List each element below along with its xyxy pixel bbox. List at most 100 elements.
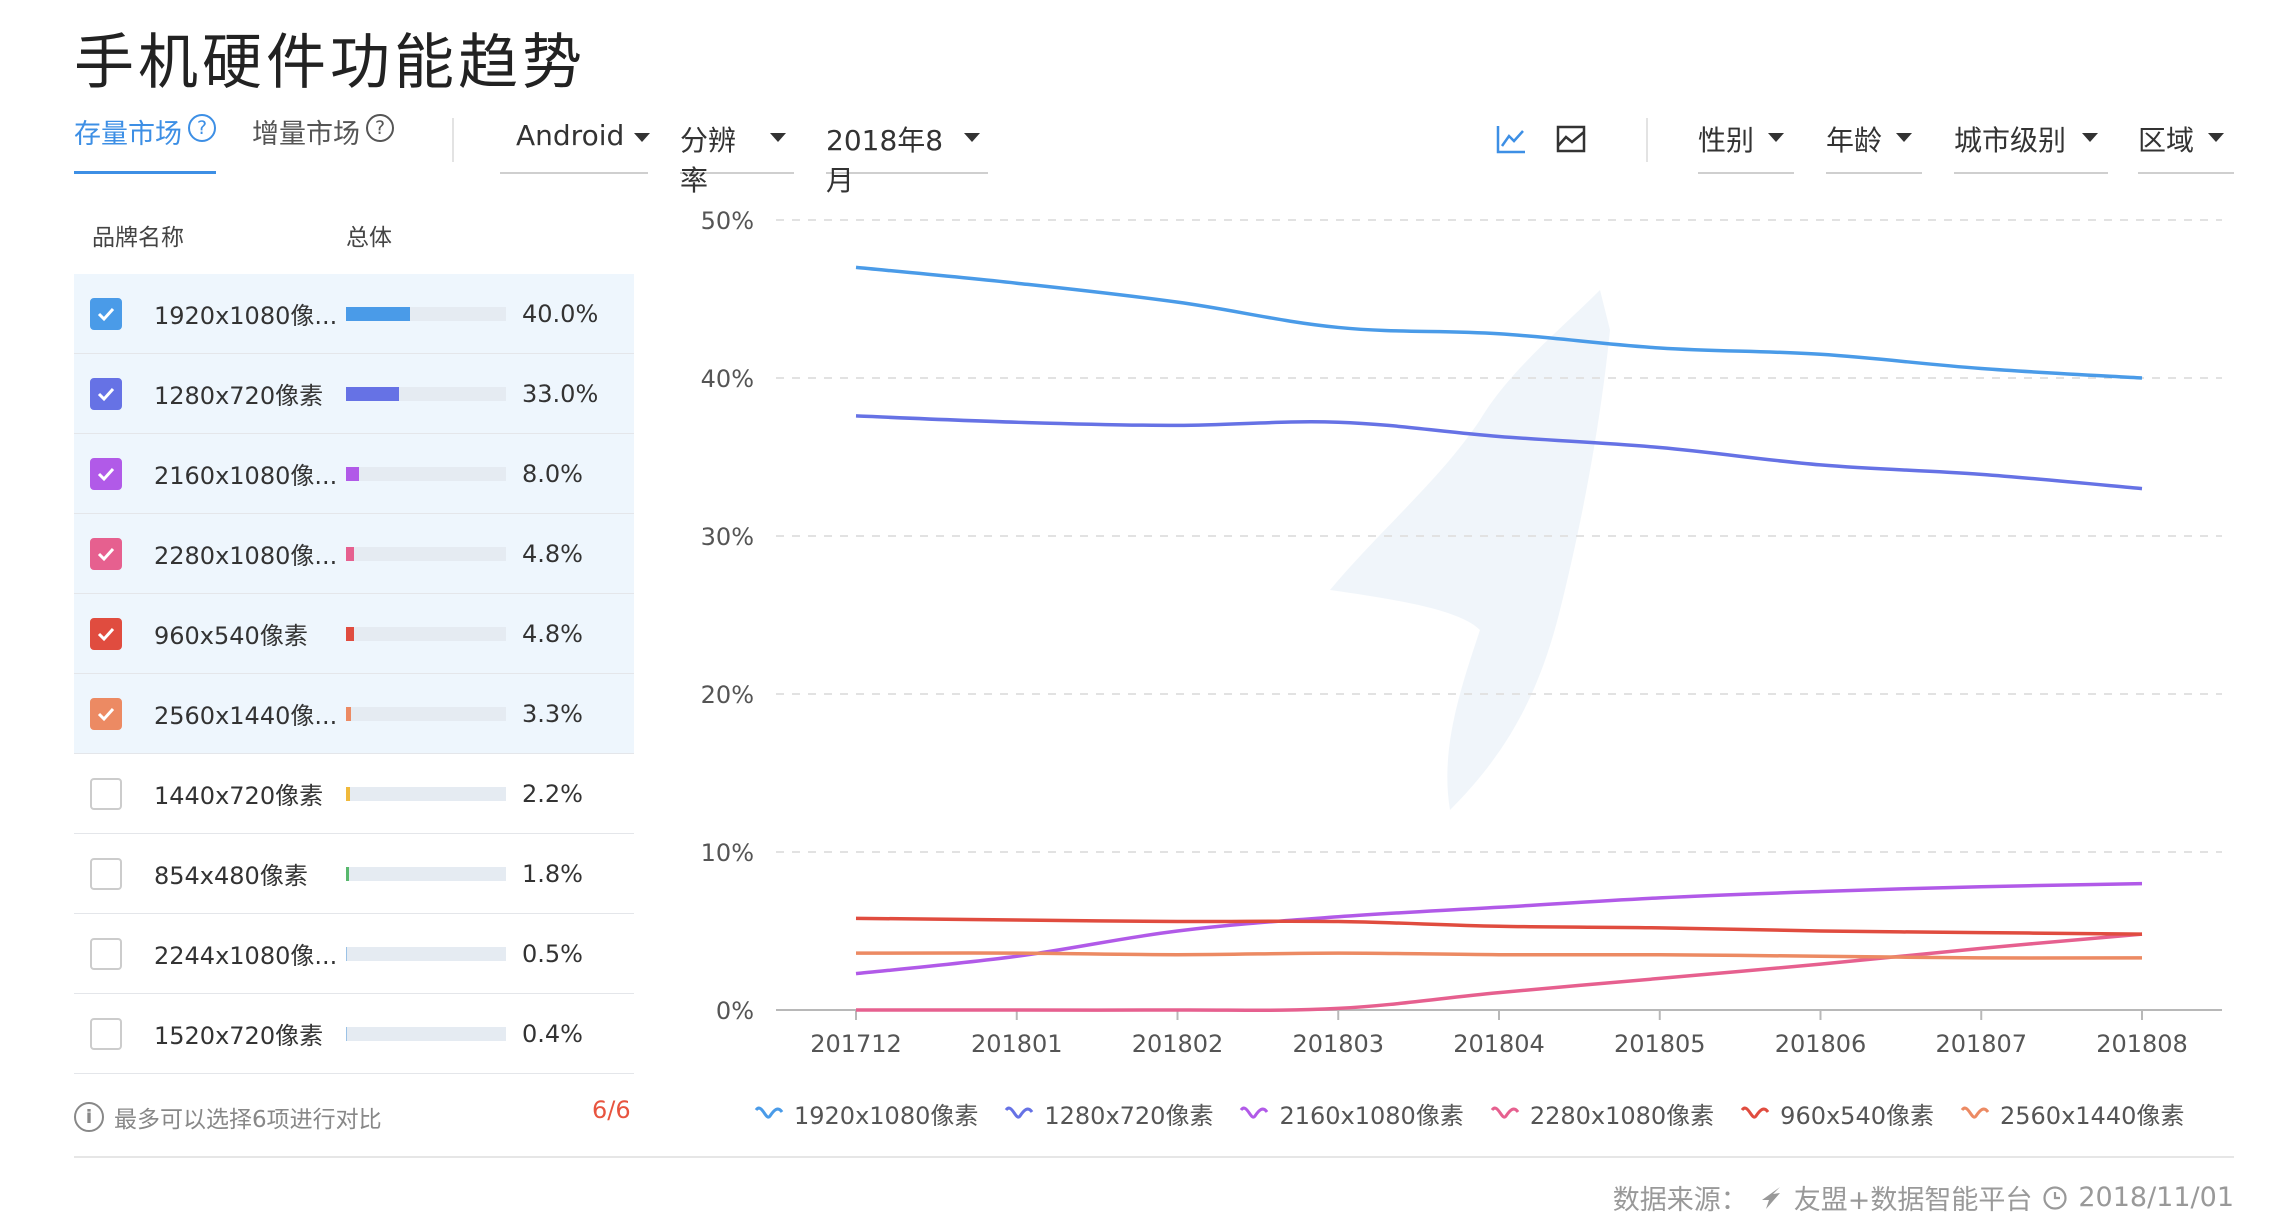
legend-item[interactable]: 2560x1440像素 [1960,1096,2184,1131]
tab-incremental-market[interactable]: 增量市场 ? [252,112,394,174]
list-item-value: 8.0% [522,459,583,488]
list-item[interactable]: 1440x720像素 2.2% [74,754,634,834]
list-item-value: 0.4% [522,1019,583,1048]
checkmark-icon [97,307,115,321]
checkbox[interactable] [90,857,122,890]
checkmark-icon [97,547,115,561]
y-tick-label: 20% [701,681,754,709]
share-bar-fill [346,386,399,401]
share-bar-fill [346,706,352,721]
list-item[interactable]: 1280x720像素 33.0% [74,354,634,434]
legend-item[interactable]: 2160x1080像素 [1239,1096,1464,1131]
x-tick-label: 201807 [1935,1030,2027,1058]
list-item-label: 2244x1080像... [154,942,338,970]
share-bar [346,706,506,721]
series-line [855,881,2143,976]
checkmark-icon [97,387,115,401]
y-tick-label: 10% [701,839,754,867]
list-header-total: 总体 [346,225,392,251]
legend-item[interactable]: 2280x1080像素 [1490,1096,1714,1131]
share-bar-fill [346,466,359,481]
list-item[interactable]: 854x480像素 1.8% [74,834,634,914]
y-tick-label: 30% [701,523,754,551]
area-chart-icon[interactable] [1554,122,1588,156]
series-line [855,916,2143,936]
selection-count: 6/6 [592,1096,631,1124]
wave-icon [1005,1106,1034,1119]
wave-icon [1240,1106,1269,1119]
umeng-logo-icon [1761,1186,1780,1209]
month-select-value: 2018年8月 [826,124,944,197]
chevron-down-icon [2208,133,2224,142]
checkbox[interactable] [90,777,122,810]
series-line [855,951,2143,960]
data-source: 数据来源： 友盟+数据智能平台 2018/11/01 [1613,1178,2234,1216]
region-select[interactable]: 区域 [2138,112,2234,174]
checkbox[interactable] [90,1017,122,1050]
list-item[interactable]: 2160x1080像... 8.0% [74,434,634,514]
checkbox[interactable] [90,697,122,730]
chevron-down-icon [1768,133,1784,142]
list-item-value: 40.0% [522,299,599,328]
list-item-value: 1.8% [522,859,583,888]
share-bar [346,466,506,481]
legend-label: 1280x720像素 [1044,1102,1214,1130]
line-chart-icon[interactable] [1494,122,1528,156]
list-item[interactable]: 1520x720像素 0.4% [74,994,634,1074]
x-tick-label: 201806 [1775,1030,1867,1058]
chevron-down-icon [634,133,651,142]
checkbox[interactable] [90,377,122,410]
list-item[interactable]: 2244x1080像... 0.5% [74,914,634,994]
tab-stock-market-label: 存量市场 [74,119,182,150]
legend-item[interactable]: 1280x720像素 [1004,1096,1213,1131]
help-icon[interactable]: ? [366,114,394,142]
chart-legend: 1920x1080像素 1280x720像素 2160x1080像素 2280x108… [754,1096,2184,1131]
chevron-down-icon [2082,133,2098,142]
wave-icon [1740,1106,1770,1119]
os-select[interactable]: Android [500,112,651,174]
checkbox[interactable] [90,937,122,970]
checkbox[interactable] [90,537,122,570]
list-item[interactable]: 1920x1080像... 40.0% [74,274,634,354]
gender-select[interactable]: 性别 [1698,112,1794,174]
list-item-value: 0.5% [522,939,583,968]
list-item-value: 3.3% [522,699,583,728]
checkbox[interactable] [90,617,122,650]
legend-item[interactable]: 1920x1080像素 [754,1096,978,1131]
divider [1646,118,1648,162]
list-item-label: 1520x720像素 [154,1022,324,1050]
share-bar [346,626,506,641]
list-item-label: 2160x1080像... [154,462,338,490]
help-icon[interactable]: ? [188,114,216,142]
dimension-select-value: 分辨率 [680,124,737,197]
checkbox[interactable] [90,457,122,490]
dimension-select[interactable]: 分辨率 [680,112,794,197]
age-select[interactable]: 年龄 [1826,112,1922,174]
checkbox[interactable] [90,297,122,330]
series-line [856,932,2143,1013]
x-tick-label: 201802 [1132,1030,1224,1058]
tab-stock-market[interactable]: 存量市场 ? [74,112,216,174]
clock-icon [2043,1185,2067,1210]
page-title: 手机硬件功能趋势 [74,28,586,98]
x-tick-label: 201805 [1614,1030,1706,1058]
chevron-down-icon [964,133,980,142]
legend-item[interactable]: 960x540像素 [1740,1096,1934,1131]
list-item-value: 33.0% [522,379,599,408]
city-level-select[interactable]: 城市级别 [1954,112,2108,174]
chevron-down-icon [1896,133,1912,142]
x-tick-label: 201808 [2096,1030,2188,1058]
source-label: 数据来源： [1612,1185,1748,1216]
month-select[interactable]: 2018年8月 [826,112,988,197]
legend-label: 960x540像素 [1780,1102,1934,1130]
list-item[interactable]: 2280x1080像... 4.8% [74,514,634,594]
share-bar-fill [346,1026,347,1041]
list-item-label: 960x540像素 [154,622,308,650]
list-item[interactable]: 2560x1440像... 3.3% [74,674,634,754]
gender-select-value: 性别 [1698,124,1755,157]
tab-incremental-market-label: 增量市场 [252,119,360,150]
share-bar-fill [346,946,347,961]
watermark-logo [1330,290,1610,810]
list-item[interactable]: 960x540像素 4.8% [74,594,634,674]
wave-icon [1490,1106,1520,1119]
